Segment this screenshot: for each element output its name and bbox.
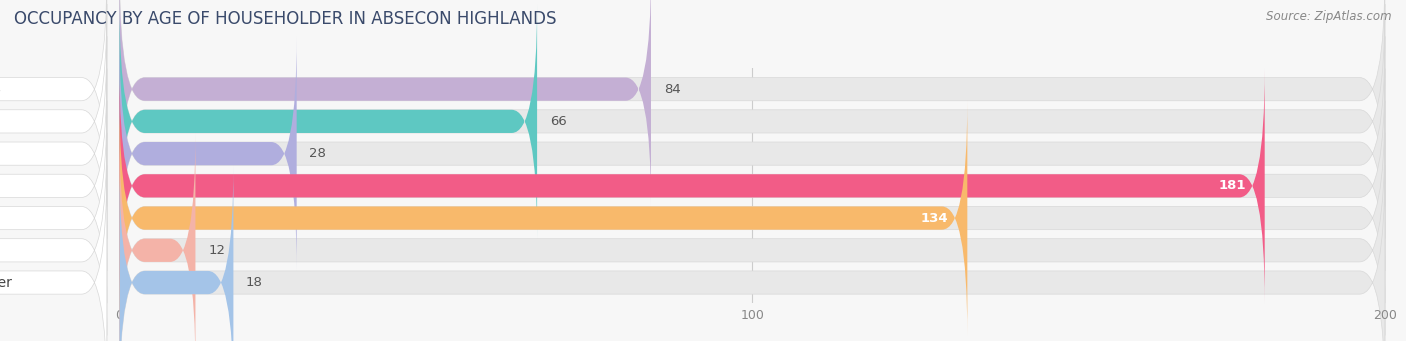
FancyBboxPatch shape xyxy=(0,36,107,271)
Text: 134: 134 xyxy=(921,211,949,225)
FancyBboxPatch shape xyxy=(0,133,107,341)
Text: 12: 12 xyxy=(208,244,225,257)
Text: 85 Years and Over: 85 Years and Over xyxy=(0,276,13,290)
FancyBboxPatch shape xyxy=(120,0,651,206)
FancyBboxPatch shape xyxy=(0,165,107,341)
FancyBboxPatch shape xyxy=(0,4,107,239)
FancyBboxPatch shape xyxy=(120,101,1385,336)
Text: Source: ZipAtlas.com: Source: ZipAtlas.com xyxy=(1267,10,1392,23)
FancyBboxPatch shape xyxy=(120,69,1385,303)
FancyBboxPatch shape xyxy=(120,36,297,271)
FancyBboxPatch shape xyxy=(120,133,195,341)
FancyBboxPatch shape xyxy=(120,69,1265,303)
FancyBboxPatch shape xyxy=(120,165,1385,341)
Text: OCCUPANCY BY AGE OF HOUSEHOLDER IN ABSECON HIGHLANDS: OCCUPANCY BY AGE OF HOUSEHOLDER IN ABSEC… xyxy=(14,10,557,28)
Text: 181: 181 xyxy=(1218,179,1246,192)
Text: 18: 18 xyxy=(246,276,263,289)
FancyBboxPatch shape xyxy=(120,4,1385,239)
FancyBboxPatch shape xyxy=(120,165,233,341)
FancyBboxPatch shape xyxy=(0,69,107,303)
FancyBboxPatch shape xyxy=(120,4,537,239)
FancyBboxPatch shape xyxy=(120,133,1385,341)
Text: 84: 84 xyxy=(664,83,681,95)
FancyBboxPatch shape xyxy=(120,36,1385,271)
FancyBboxPatch shape xyxy=(0,0,107,206)
Text: 28: 28 xyxy=(309,147,326,160)
FancyBboxPatch shape xyxy=(0,101,107,336)
FancyBboxPatch shape xyxy=(120,0,1385,206)
FancyBboxPatch shape xyxy=(120,101,967,336)
Text: 66: 66 xyxy=(550,115,567,128)
